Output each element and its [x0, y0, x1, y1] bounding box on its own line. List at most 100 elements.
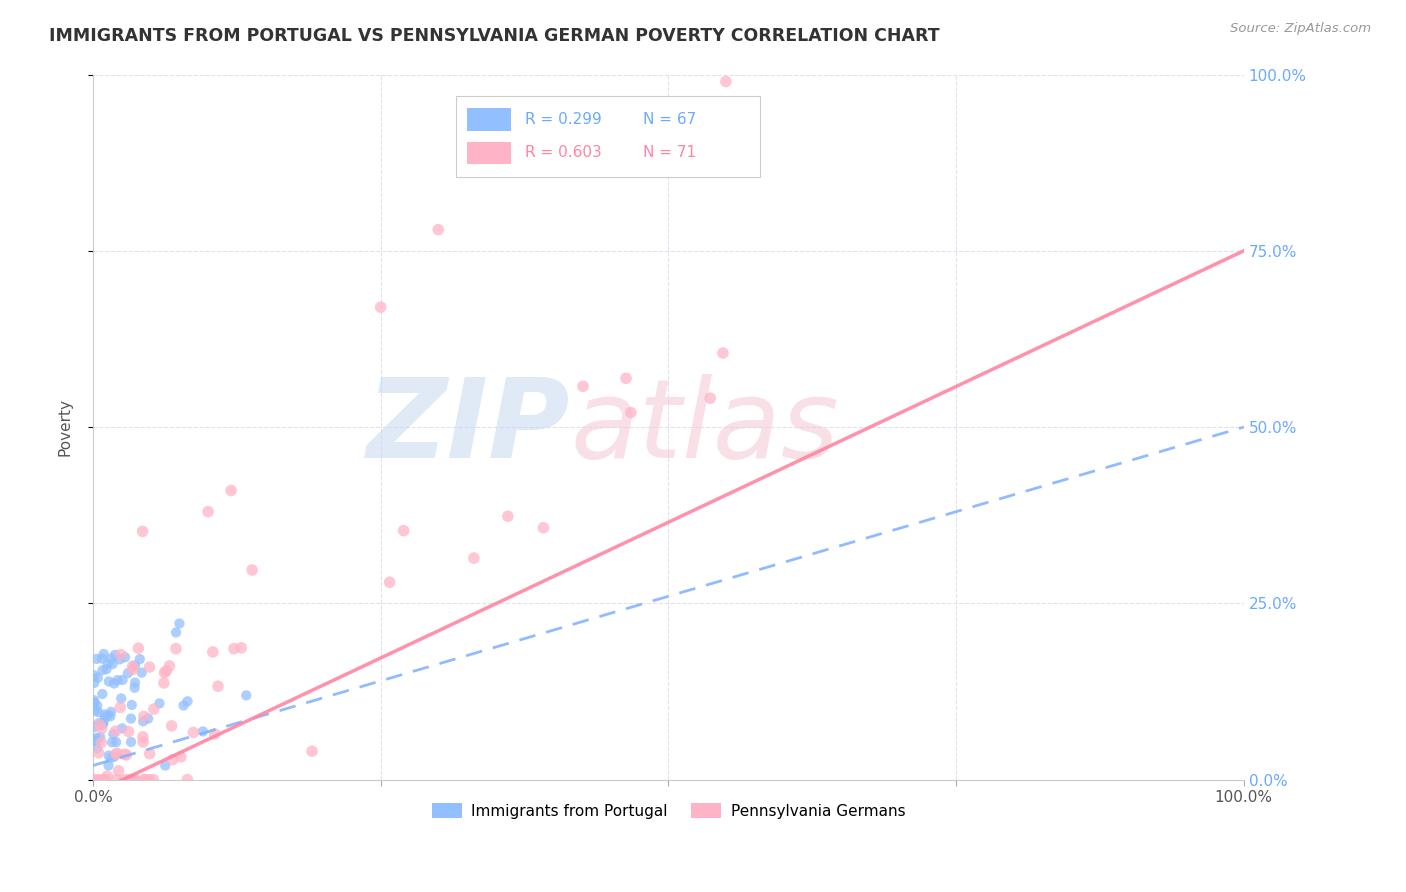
Point	[110, 648, 132, 662]
Text: ZIP: ZIP	[367, 374, 571, 481]
Point	[176, 694, 198, 708]
Point	[142, 702, 165, 716]
Point	[134, 772, 156, 787]
Point	[83, 732, 105, 747]
Text: N = 71: N = 71	[643, 145, 696, 161]
Point	[103, 749, 125, 764]
Point	[176, 772, 198, 787]
Point	[120, 735, 142, 749]
Point	[197, 505, 219, 519]
Point	[711, 346, 734, 360]
Point	[543, 152, 565, 166]
Point	[105, 747, 128, 761]
Point	[103, 676, 125, 690]
Point	[142, 772, 165, 787]
Point	[103, 727, 125, 741]
Point	[121, 663, 143, 677]
Point	[572, 379, 595, 393]
Point	[97, 708, 120, 723]
Point	[100, 651, 122, 665]
Point	[132, 709, 155, 723]
Point	[127, 641, 149, 656]
Legend: Immigrants from Portugal, Pennsylvania Germans: Immigrants from Portugal, Pennsylvania G…	[426, 797, 911, 825]
Point	[138, 660, 160, 674]
Point	[91, 717, 114, 731]
Point	[93, 707, 115, 722]
Point	[101, 657, 124, 672]
Point	[84, 733, 107, 747]
Point	[117, 666, 139, 681]
Point	[231, 640, 253, 655]
Point	[108, 652, 131, 666]
Point	[91, 772, 114, 787]
Point	[222, 641, 245, 656]
Point	[100, 750, 122, 764]
Point	[86, 731, 108, 745]
Point	[714, 74, 737, 88]
Point	[131, 524, 153, 539]
Point	[183, 725, 205, 739]
Point	[120, 712, 142, 726]
Bar	[467, 108, 510, 131]
Point	[104, 724, 127, 739]
Point	[83, 696, 105, 710]
Point	[97, 657, 120, 671]
Point	[87, 705, 110, 719]
Point	[138, 772, 160, 787]
Point	[614, 371, 637, 385]
Point	[699, 391, 721, 405]
Point	[165, 625, 187, 640]
Point	[120, 772, 142, 787]
Point	[83, 676, 105, 690]
Point	[87, 772, 110, 787]
Point	[96, 769, 118, 783]
Point	[121, 698, 143, 712]
Text: R = 0.603: R = 0.603	[524, 145, 602, 161]
Point	[97, 674, 120, 689]
Text: R = 0.299: R = 0.299	[524, 112, 602, 128]
Point	[90, 651, 112, 665]
Point	[301, 744, 323, 758]
Point	[201, 645, 224, 659]
Point	[110, 691, 132, 706]
Point	[531, 521, 554, 535]
Point	[83, 693, 105, 707]
Point	[83, 704, 105, 718]
Point	[114, 650, 136, 665]
Point	[620, 406, 643, 420]
Point	[219, 483, 242, 498]
Point	[204, 727, 226, 741]
Point	[87, 671, 110, 685]
Point	[240, 563, 263, 577]
Point	[235, 689, 257, 703]
Point	[115, 747, 138, 762]
Bar	[456, 95, 761, 177]
Text: atlas: atlas	[571, 374, 839, 481]
Point	[83, 720, 105, 734]
Point	[162, 753, 184, 767]
Point	[159, 659, 181, 673]
Point	[132, 714, 155, 729]
Point	[97, 748, 120, 763]
Point	[83, 668, 105, 682]
Point	[427, 222, 450, 236]
Point	[155, 664, 177, 678]
Point	[100, 705, 122, 719]
Point	[124, 675, 146, 690]
Point	[110, 700, 132, 714]
Text: Source: ZipAtlas.com: Source: ZipAtlas.com	[1230, 22, 1371, 36]
Point	[114, 772, 136, 787]
Point	[155, 758, 177, 772]
Y-axis label: Poverty: Poverty	[58, 398, 72, 456]
Point	[132, 735, 155, 749]
Point	[496, 509, 519, 524]
Point	[101, 735, 124, 749]
Point	[104, 747, 127, 761]
Text: IMMIGRANTS FROM PORTUGAL VS PENNSYLVANIA GERMAN POVERTY CORRELATION CHART: IMMIGRANTS FROM PORTUGAL VS PENNSYLVANIA…	[49, 27, 939, 45]
Point	[153, 676, 176, 690]
Point	[111, 722, 134, 736]
Point	[91, 687, 114, 701]
Point	[105, 772, 128, 787]
Point	[463, 551, 485, 566]
Point	[93, 712, 115, 726]
